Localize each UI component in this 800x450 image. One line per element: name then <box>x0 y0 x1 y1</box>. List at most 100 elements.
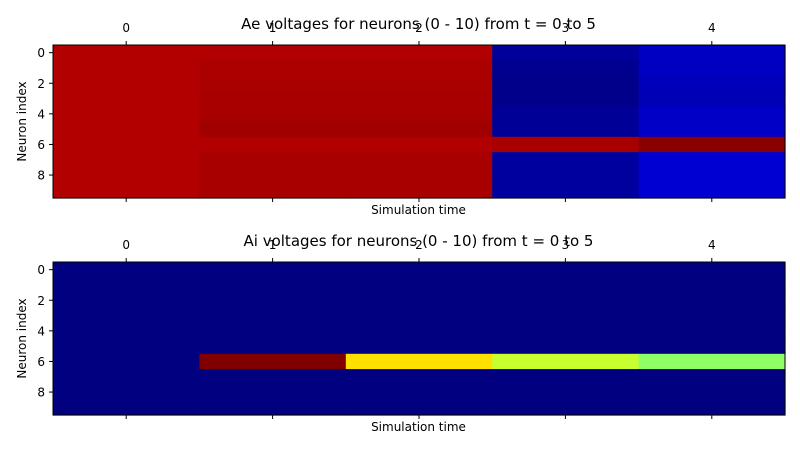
y-ticks: 0 2 4 6 8 <box>37 263 53 400</box>
heatmap-cell <box>638 384 786 401</box>
heatmap-cell <box>638 277 786 294</box>
heatmap-cell <box>345 262 493 278</box>
x-tick-label: 4 <box>708 238 716 252</box>
heatmap-cell <box>53 75 200 92</box>
y-tick-label: 4 <box>37 324 45 338</box>
heatmap-cell <box>492 182 640 199</box>
heatmap-cell <box>199 277 347 294</box>
heatmap-cell <box>492 121 640 138</box>
heatmap-cell <box>345 307 493 324</box>
heatmap-cell <box>492 307 640 324</box>
heatmap-cell <box>53 292 200 309</box>
heatmap-cell <box>492 90 640 107</box>
heatmap-cell <box>638 75 786 92</box>
heatmap-cell <box>492 399 640 416</box>
y-axis-label: Neuron index <box>15 81 29 161</box>
plot-frame <box>52 44 786 199</box>
heatmap-cell <box>53 60 200 77</box>
heatmap-cell <box>638 106 786 123</box>
heatmap-cell <box>492 323 640 340</box>
heatmap-cell <box>199 152 347 168</box>
heatmap-cell <box>53 152 200 168</box>
heatmap-cell <box>638 182 786 199</box>
heatmap-cell <box>638 399 786 416</box>
x-tick-label: 0 <box>122 238 130 252</box>
heatmap-cell <box>492 60 640 77</box>
heatmap-cell <box>199 323 347 340</box>
y-tick-label: 4 <box>37 107 45 121</box>
y-tick-label: 0 <box>37 46 45 60</box>
x-ticks: 0 1 2 3 4 <box>122 21 716 202</box>
y-tick-label: 2 <box>37 77 45 91</box>
y-axis-label: Neuron index <box>15 298 29 378</box>
heatmap-cell <box>492 136 640 153</box>
heatmap-cell <box>199 121 347 138</box>
x-tick-label: 3 <box>562 21 570 35</box>
heatmap-cell <box>492 167 640 184</box>
heatmap-cell <box>53 277 200 294</box>
heatmap-cell <box>345 353 493 370</box>
heatmap-cell <box>492 353 640 370</box>
x-tick-label: 4 <box>708 21 716 35</box>
heatmap-ae-panel: Ae voltages for neurons (0 - 10) from t … <box>15 15 786 217</box>
x-tick-label: 1 <box>269 21 277 35</box>
x-axis-label: Simulation time <box>371 203 466 217</box>
heatmap-cell <box>199 353 347 370</box>
heatmap-cell <box>199 384 347 401</box>
x-tick-label: 2 <box>415 21 423 35</box>
heatmap-cell <box>53 384 200 401</box>
heatmap-cell <box>345 182 493 199</box>
heatmap-cell <box>492 292 640 309</box>
heatmap-cell <box>638 292 786 309</box>
heatmap-cell <box>492 277 640 294</box>
heatmap-cell <box>492 75 640 92</box>
heatmap-cell <box>638 90 786 107</box>
y-tick-label: 0 <box>37 263 45 277</box>
plot-frame <box>52 261 786 416</box>
heatmap-cell <box>53 262 200 278</box>
heatmap-cell <box>345 292 493 309</box>
heatmap-cells <box>53 45 786 199</box>
x-tick-label: 1 <box>269 238 277 252</box>
heatmap-cell <box>345 167 493 184</box>
heatmap-cell <box>199 75 347 92</box>
y-tick-label: 6 <box>37 138 45 152</box>
heatmap-cell <box>199 106 347 123</box>
heatmap-cell <box>53 323 200 340</box>
x-tick-label: 0 <box>122 21 130 35</box>
heatmap-cell <box>638 167 786 184</box>
y-ticks: 0 2 4 6 8 <box>37 46 53 183</box>
heatmap-ai-panel: Ai voltages for neurons (0 - 10) from t … <box>15 232 786 434</box>
y-tick-label: 6 <box>37 355 45 369</box>
heatmap-cell <box>199 262 347 278</box>
x-axis-label: Simulation time <box>371 420 466 434</box>
heatmap-cell <box>345 136 493 153</box>
heatmap-cell <box>638 60 786 77</box>
heatmap-cell <box>345 384 493 401</box>
heatmap-cell <box>199 136 347 153</box>
heatmap-cell <box>199 369 347 385</box>
y-tick-label: 8 <box>37 386 45 400</box>
x-ticks: 0 1 2 3 4 <box>122 238 716 419</box>
heatmap-cells <box>53 262 786 416</box>
heatmap-cell <box>53 399 200 416</box>
heatmap-cell <box>53 338 200 355</box>
heatmap-cell <box>345 121 493 138</box>
heatmap-cell <box>53 167 200 184</box>
heatmap-cell <box>345 106 493 123</box>
y-tick-label: 8 <box>37 169 45 183</box>
heatmap-cell <box>492 338 640 355</box>
heatmap-cell <box>492 262 640 278</box>
heatmap-cell <box>492 152 640 168</box>
heatmap-cell <box>638 152 786 168</box>
heatmap-cell <box>492 384 640 401</box>
heatmap-cell <box>345 90 493 107</box>
heatmap-cell <box>53 106 200 123</box>
heatmap-cell <box>345 152 493 168</box>
heatmap-cell <box>638 262 786 278</box>
heatmap-cell <box>53 182 200 199</box>
heatmap-cell <box>492 106 640 123</box>
heatmap-cell <box>53 136 200 153</box>
heatmap-cell <box>638 136 786 153</box>
